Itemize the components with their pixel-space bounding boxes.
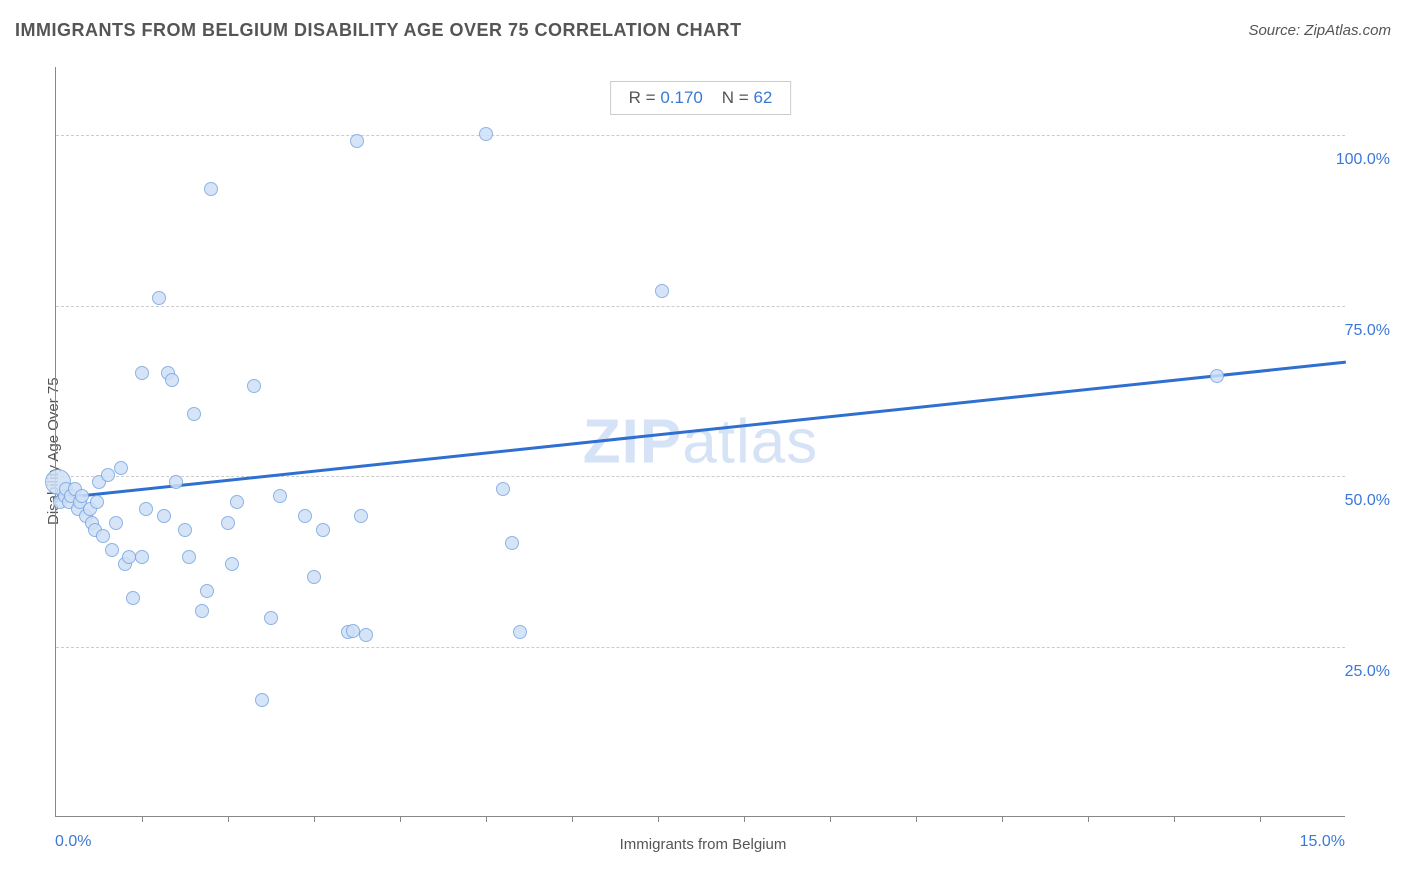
x-tick — [916, 816, 917, 822]
y-tick-label: 75.0% — [1345, 322, 1390, 340]
gridline — [56, 306, 1345, 307]
scatter-point — [182, 550, 196, 564]
scatter-point — [90, 495, 104, 509]
scatter-point — [187, 407, 201, 421]
scatter-point — [152, 291, 166, 305]
y-tick-label: 100.0% — [1336, 151, 1390, 169]
scatter-point — [109, 516, 123, 530]
chart-title: IMMIGRANTS FROM BELGIUM DISABILITY AGE O… — [15, 20, 742, 41]
x-tick — [314, 816, 315, 822]
scatter-point — [105, 543, 119, 557]
gridline — [56, 647, 1345, 648]
scatter-point — [178, 523, 192, 537]
scatter-point — [505, 536, 519, 550]
x-tick — [1260, 816, 1261, 822]
plot-area: ZIPatlas R = 0.170 N = 62 25.0%50.0%75.0… — [55, 67, 1345, 817]
scatter-point — [496, 482, 510, 496]
x-tick — [658, 816, 659, 822]
r-value: 0.170 — [660, 88, 703, 107]
scatter-point — [139, 502, 153, 516]
x-tick — [744, 816, 745, 822]
x-axis-label: Immigrants from Belgium — [620, 836, 787, 853]
scatter-point — [354, 509, 368, 523]
x-tick-start: 0.0% — [55, 833, 91, 851]
chart-header: IMMIGRANTS FROM BELGIUM DISABILITY AGE O… — [15, 20, 1391, 41]
scatter-point — [114, 461, 128, 475]
x-tick — [400, 816, 401, 822]
scatter-point — [264, 611, 278, 625]
scatter-point — [135, 550, 149, 564]
scatter-point — [225, 557, 239, 571]
scatter-point — [359, 628, 373, 642]
scatter-point — [1210, 369, 1224, 383]
scatter-point — [350, 134, 364, 148]
n-label: N = — [722, 88, 749, 107]
scatter-point — [298, 509, 312, 523]
scatter-point — [204, 182, 218, 196]
scatter-point — [165, 373, 179, 387]
watermark: ZIPatlas — [583, 406, 818, 477]
scatter-point — [247, 379, 261, 393]
r-label: R = — [629, 88, 656, 107]
x-tick — [572, 816, 573, 822]
scatter-point — [75, 489, 89, 503]
scatter-point — [230, 495, 244, 509]
x-tick — [1088, 816, 1089, 822]
scatter-point — [513, 625, 527, 639]
scatter-point — [96, 529, 110, 543]
scatter-point — [135, 366, 149, 380]
watermark-normal: atlas — [682, 407, 818, 476]
scatter-point — [101, 468, 115, 482]
scatter-point — [655, 284, 669, 298]
y-tick-label: 50.0% — [1345, 492, 1390, 510]
scatter-point — [169, 475, 183, 489]
scatter-point — [200, 584, 214, 598]
x-tick — [486, 816, 487, 822]
scatter-point — [221, 516, 235, 530]
scatter-point — [122, 550, 136, 564]
n-value: 62 — [753, 88, 772, 107]
gridline — [56, 135, 1345, 136]
scatter-point — [157, 509, 171, 523]
x-tick — [142, 816, 143, 822]
x-tick — [1174, 816, 1175, 822]
scatter-point — [255, 693, 269, 707]
chart-container: Disability Age Over 75 ZIPatlas R = 0.17… — [15, 55, 1391, 855]
scatter-point — [307, 570, 321, 584]
stats-box: R = 0.170 N = 62 — [610, 81, 792, 115]
x-tick — [830, 816, 831, 822]
scatter-point — [479, 127, 493, 141]
scatter-point — [195, 604, 209, 618]
scatter-point — [126, 591, 140, 605]
scatter-point — [316, 523, 330, 537]
y-tick-label: 25.0% — [1345, 663, 1390, 681]
source-attribution: Source: ZipAtlas.com — [1248, 22, 1391, 39]
x-tick-end: 15.0% — [1300, 833, 1345, 851]
x-tick — [1002, 816, 1003, 822]
scatter-point — [346, 624, 360, 638]
x-tick — [228, 816, 229, 822]
scatter-point — [273, 489, 287, 503]
